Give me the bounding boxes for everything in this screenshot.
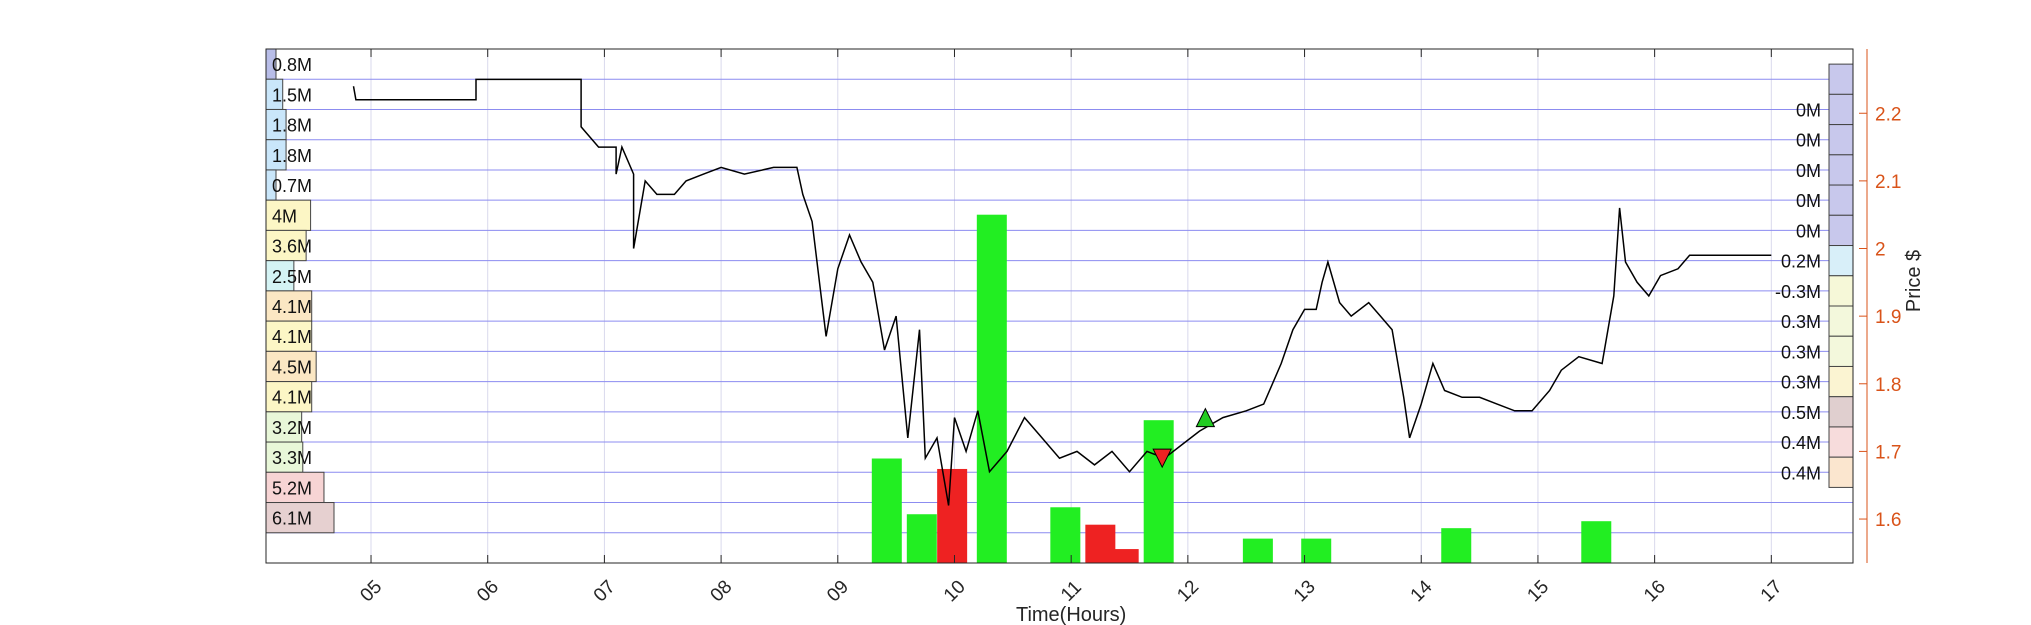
volume-profile-right-bar	[1828, 335, 1854, 367]
volume-profile-right-label: 0M	[1796, 221, 1821, 241]
volume-profile-right-bar	[1828, 305, 1854, 337]
volume-profile-right-label: 0M	[1796, 161, 1821, 181]
volume-profile-bar	[265, 290, 313, 322]
volume-bar	[976, 214, 1007, 563]
volume-bar	[1242, 538, 1273, 563]
volume-profile-label: 0.7M	[272, 176, 312, 196]
volume-profile-label: 3.6M	[272, 237, 312, 257]
volume-profile-right	[1828, 63, 1854, 488]
volume-profile-bar	[265, 199, 312, 231]
volume-profile-label: 4.1M	[272, 327, 312, 347]
x-axis-title: Time(Hours)	[1016, 604, 1126, 625]
price-series	[352, 78, 1772, 506]
volume-profile-bar	[265, 320, 313, 352]
volume-profile-label: 1.8M	[272, 146, 312, 166]
volume-profile-right-bar	[1828, 63, 1854, 95]
volume-profile-right-bar	[1828, 184, 1854, 216]
price-tick-label: 1.6	[1875, 510, 1901, 531]
volume-profile-label: 3.2M	[272, 418, 312, 438]
volume-bar	[1441, 528, 1472, 563]
volume-profile-label: 4.1M	[272, 297, 312, 317]
volume-profile-bar	[265, 411, 303, 443]
price-tick-label: 1.7	[1875, 442, 1901, 463]
volume-bar	[906, 514, 937, 563]
volume-profile-right-label: 0.5M	[1781, 403, 1821, 423]
volume-profile-label: 6.1M	[272, 509, 312, 529]
volume-profile-label: 4.5M	[272, 357, 312, 377]
volume-profile-right-label: 0M	[1796, 131, 1821, 151]
volume-bar	[1050, 507, 1081, 563]
volume-bar	[871, 458, 902, 563]
volume-profile-right-bar	[1828, 214, 1854, 247]
volume-profile-right-bar	[1828, 245, 1854, 277]
sell-marker	[1152, 448, 1172, 469]
volume-profile-right-label: -0.3M	[1775, 282, 1821, 302]
volume-profile-right-label: 0.3M	[1781, 312, 1821, 332]
volume-bar	[1301, 538, 1332, 563]
volume-profile-right-bar	[1828, 365, 1854, 398]
volume-profile-right-label: 0.3M	[1781, 342, 1821, 362]
buy-marker	[1195, 407, 1216, 428]
volume-profile-right-label: 0.2M	[1781, 252, 1821, 272]
price-tick-label: 2	[1875, 240, 1886, 261]
price-axis: 1.6 1.7 1.8 1.9 2 2.1 2.2	[1859, 49, 1901, 563]
volume-profile-label: 1.5M	[272, 85, 312, 105]
volume-profile-right-label: 0M	[1796, 191, 1821, 211]
price-line	[352, 78, 1772, 506]
volume-profile-label: 1.8M	[272, 116, 312, 136]
volume-profile-label: 4.1M	[272, 388, 312, 408]
volume-profile-label: 2.5M	[272, 267, 312, 287]
price-tick-label: 1.9	[1875, 307, 1901, 328]
price-tick-label: 1.8	[1875, 375, 1901, 396]
volume-bar	[1581, 521, 1612, 563]
price-axis-title: Price $	[1903, 250, 1925, 312]
volume-profile-right-bar	[1828, 124, 1854, 156]
volume-profile-label: 0.8M	[272, 55, 312, 75]
price-tick-label: 2.2	[1875, 104, 1901, 125]
volume-profile-right-bar	[1828, 275, 1854, 307]
volume-profile-label: 5.2M	[272, 478, 312, 498]
plot-area: 0.8M 1.5M 1.8M 1.8M 0.7M 4M 3.6M 2.5M 4.1M 4.1M 4.…	[265, 48, 1854, 564]
volume-profile-right-label: 0.4M	[1781, 433, 1821, 453]
volume-bars	[871, 214, 1612, 563]
volume-profile-right-bar	[1828, 93, 1854, 126]
plot-frame	[265, 48, 1854, 564]
volume-profile-right-bar	[1828, 396, 1854, 428]
volume-profile-label: 3.3M	[272, 448, 312, 468]
volume-bar	[937, 468, 968, 563]
volume-profile-right-bar	[1828, 426, 1854, 458]
trade-markers	[1152, 407, 1216, 469]
volume-profile-bar	[265, 229, 307, 262]
volume-bar	[1143, 420, 1174, 563]
volume-profile-label: 4M	[272, 206, 297, 226]
price-tick-label: 2.1	[1875, 172, 1901, 193]
volume-profile-right-bar	[1828, 154, 1854, 186]
volume-profile-labels: 0.8M 1.5M 1.8M 1.8M 0.7M 4M 3.6M 2.5M 4.1M 4.1M 4.…	[272, 55, 1821, 529]
plot-background	[266, 49, 1853, 563]
volume-profile-right-label: 0M	[1796, 100, 1821, 120]
grid	[266, 48, 1853, 563]
volume-profile-right-label: 0.4M	[1781, 463, 1821, 483]
volume-bar	[1108, 549, 1139, 563]
volume-profile-right-label: 0.3M	[1781, 373, 1821, 393]
volume-profile-right-bar	[1828, 456, 1854, 488]
